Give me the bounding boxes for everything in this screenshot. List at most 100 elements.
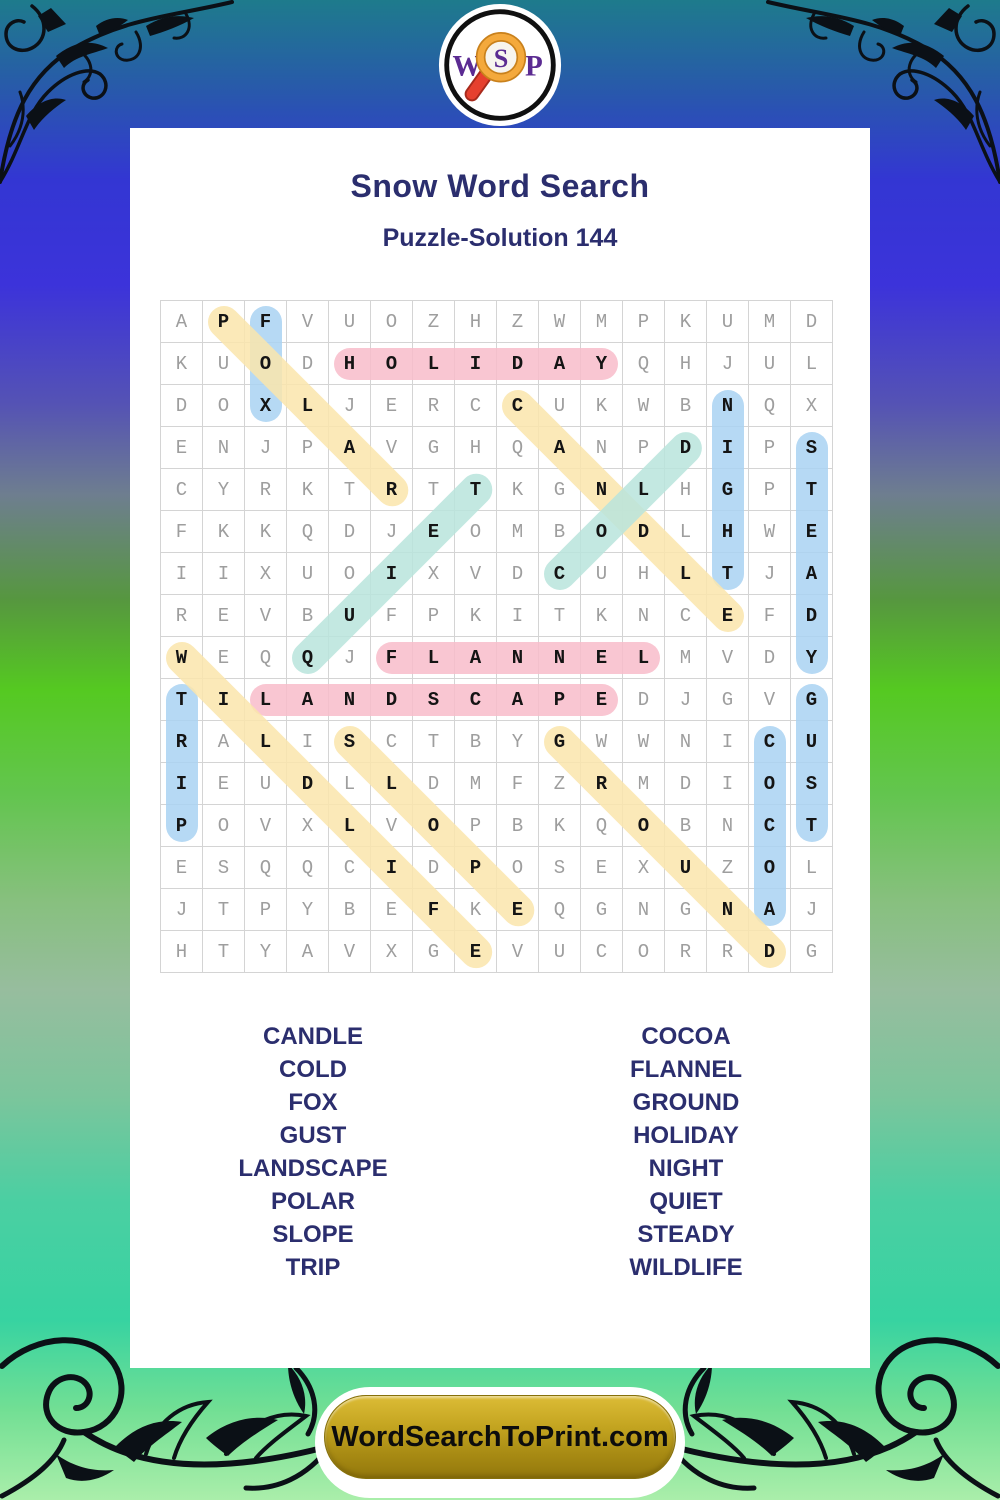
grid-cell: P <box>413 595 455 637</box>
grid-cell: M <box>497 511 539 553</box>
grid-cell: M <box>665 637 707 679</box>
grid-cell: M <box>749 301 791 343</box>
grid-cell: J <box>245 427 287 469</box>
grid-cell: U <box>539 931 581 973</box>
grid-cell: H <box>665 469 707 511</box>
grid-cell: C <box>581 931 623 973</box>
grid-cell: J <box>749 553 791 595</box>
grid-cell: N <box>707 805 749 847</box>
solution-highlights-layer <box>159 299 833 975</box>
grid-cell: K <box>497 469 539 511</box>
grid-cell: I <box>161 553 203 595</box>
grid-cell: B <box>665 385 707 427</box>
grid-cell: Y <box>791 637 833 679</box>
grid-cell: Z <box>413 301 455 343</box>
grid-cell: N <box>665 721 707 763</box>
grid-cell: H <box>455 301 497 343</box>
grid-cell: F <box>161 511 203 553</box>
website-link-button[interactable]: WordSearchToPrint.com <box>324 1395 676 1479</box>
grid-cell: K <box>245 511 287 553</box>
grid-cell: U <box>287 553 329 595</box>
grid-cell: N <box>623 595 665 637</box>
grid-cell: X <box>791 385 833 427</box>
grid-cell: L <box>791 343 833 385</box>
grid-cell: X <box>245 553 287 595</box>
grid-cell: V <box>707 637 749 679</box>
word-list-item: SLOPE <box>272 1221 354 1248</box>
grid-cell: Y <box>497 721 539 763</box>
grid-cell: Y <box>581 343 623 385</box>
word-highlight-pill <box>334 348 618 380</box>
word-list-right-column: COCOA FLANNEL GROUND HOLIDAY NIGHT QUIET STEAD… <box>536 1020 836 1284</box>
grid-cell: W <box>749 511 791 553</box>
grid-cell: T <box>791 805 833 847</box>
grid-cell: J <box>329 637 371 679</box>
word-highlight-pill <box>376 642 660 674</box>
grid-cell: R <box>413 385 455 427</box>
grid-cell: U <box>707 301 749 343</box>
grid-cell: Q <box>287 847 329 889</box>
grid-cell: V <box>329 931 371 973</box>
grid-cell: B <box>455 721 497 763</box>
grid-cell: W <box>539 301 581 343</box>
grid-cell: G <box>581 889 623 931</box>
grid-cell: N <box>623 889 665 931</box>
word-list-left-column: CANDLE COLD FOX GUST LANDSCAPE POLAR SLOPE TRIP <box>163 1020 463 1284</box>
page-subtitle: Puzzle-Solution 144 <box>382 224 618 252</box>
grid-cell: E <box>581 679 623 721</box>
grid-cell: U <box>329 301 371 343</box>
grid-cell: K <box>539 805 581 847</box>
grid-cell: E <box>203 595 245 637</box>
grid-cell: K <box>581 385 623 427</box>
grid-cell: P <box>749 469 791 511</box>
grid-cell: S <box>203 847 245 889</box>
grid-cell: T <box>413 721 455 763</box>
grid-cell: V <box>455 553 497 595</box>
grid-cell: O <box>203 805 245 847</box>
grid-cell: D <box>497 553 539 595</box>
grid-cell: G <box>791 931 833 973</box>
grid-cell: V <box>749 679 791 721</box>
magnifier-glass <box>484 40 518 74</box>
grid-cell: S <box>539 847 581 889</box>
grid-cell: L <box>791 847 833 889</box>
grid-cell: W <box>623 385 665 427</box>
grid-cell: K <box>203 511 245 553</box>
grid-cell: I <box>497 595 539 637</box>
grid-cell: X <box>371 931 413 973</box>
grid-cell: Q <box>245 847 287 889</box>
grid-cell: T <box>539 595 581 637</box>
grid-cell: J <box>665 679 707 721</box>
grid-cell: I <box>203 553 245 595</box>
grid-cell: D <box>749 637 791 679</box>
grid-cell: Y <box>245 931 287 973</box>
grid-cell: V <box>245 805 287 847</box>
grid-cell: O <box>623 931 665 973</box>
word-highlight-pill <box>250 684 618 716</box>
grid-cell: C <box>455 385 497 427</box>
grid-cell: K <box>455 595 497 637</box>
grid-cell: T <box>203 931 245 973</box>
word-list-item: FLANNEL <box>630 1056 742 1083</box>
grid-cell: G <box>707 679 749 721</box>
grid-cell: H <box>455 427 497 469</box>
grid-cell: Z <box>497 301 539 343</box>
grid-cell: D <box>749 931 791 973</box>
grid-cell: F <box>371 595 413 637</box>
word-list-item: LANDSCAPE <box>238 1155 388 1182</box>
grid-cell: O <box>371 301 413 343</box>
grid-cell: I <box>707 721 749 763</box>
grid-cell: K <box>287 469 329 511</box>
word-list-item: STEADY <box>637 1221 735 1248</box>
grid-cell: E <box>455 931 497 973</box>
word-highlight-pill <box>796 432 828 674</box>
grid-cell: G <box>413 427 455 469</box>
grid-cell: D <box>665 763 707 805</box>
word-list-item: GUST <box>279 1122 347 1149</box>
grid-cell: W <box>623 721 665 763</box>
grid-cell: P <box>161 805 203 847</box>
grid-cell: I <box>707 763 749 805</box>
grid-cell: Q <box>245 637 287 679</box>
grid-cell: R <box>665 931 707 973</box>
